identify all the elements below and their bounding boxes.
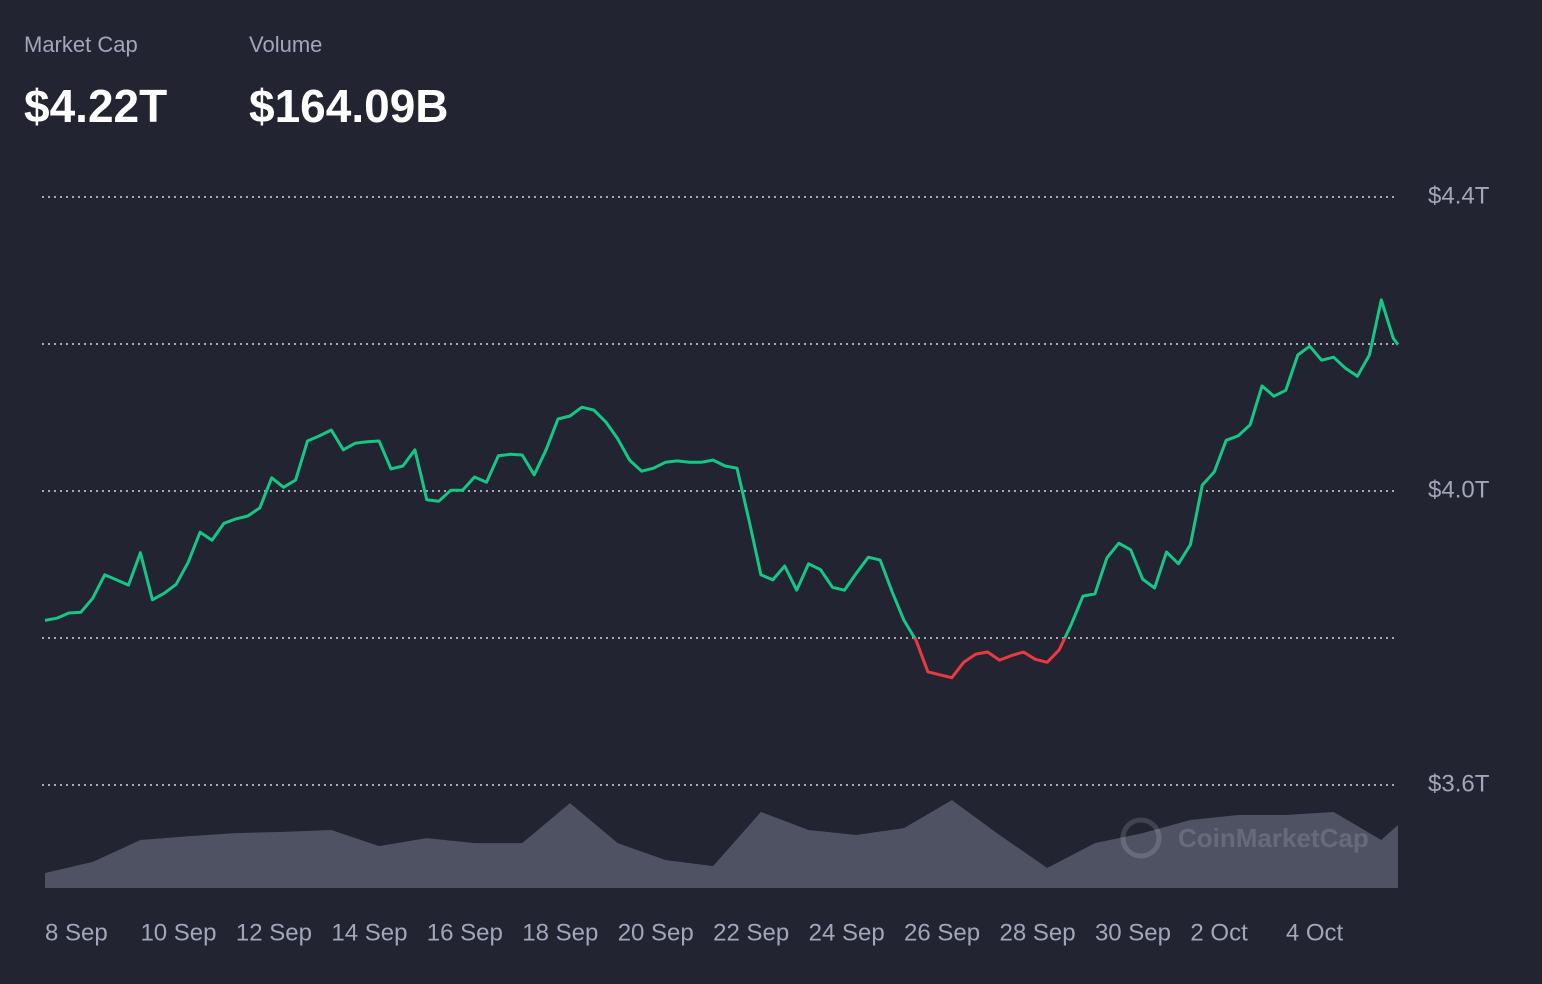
x-tick-label: 10 Sep xyxy=(140,919,216,946)
watermark-logo xyxy=(1120,817,1162,859)
x-tick-label: 4 Oct xyxy=(1286,919,1344,946)
x-tick-label: 24 Sep xyxy=(809,919,885,946)
price-line xyxy=(44,298,1400,638)
volume-value: $164.09B xyxy=(249,80,449,132)
volume-area xyxy=(45,800,1398,888)
x-tick-label: 16 Sep xyxy=(427,919,503,946)
x-tick-label: 14 Sep xyxy=(331,919,407,946)
x-tick-label: 30 Sep xyxy=(1095,919,1171,946)
watermark: CoinMarketCap xyxy=(1178,823,1369,853)
market-cap-label: Market Cap xyxy=(24,32,138,57)
x-tick-label: 2 Oct xyxy=(1190,919,1248,946)
x-tick-label: 8 Sep xyxy=(45,919,108,946)
x-tick-label: 12 Sep xyxy=(236,919,312,946)
price-line-below xyxy=(912,638,1067,680)
plot: $4.4T $4.0T $3.6T 8 Sep 10 Sep 12 Sep 14 Sep 16… xyxy=(42,182,1490,946)
volume-label: Volume xyxy=(249,32,322,57)
x-tick-label: 26 Sep xyxy=(904,919,980,946)
x-tick-label: 18 Sep xyxy=(522,919,598,946)
x-tick-label: 22 Sep xyxy=(713,919,789,946)
x-tick-label: 20 Sep xyxy=(618,919,694,946)
y-tick-label: $3.6T xyxy=(1428,770,1490,797)
y-tick-label: $4.0T xyxy=(1428,476,1490,503)
x-tick-label: 28 Sep xyxy=(999,919,1075,946)
market-cap-value: $4.22T xyxy=(24,80,167,132)
y-tick-label: $4.4T xyxy=(1428,182,1490,209)
